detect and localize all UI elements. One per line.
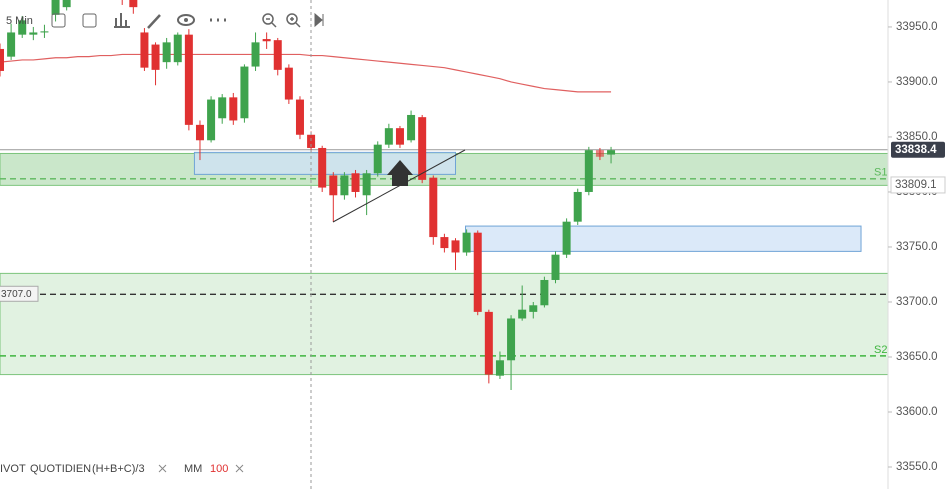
candle-body [529, 305, 538, 312]
axis-bg [889, 0, 949, 489]
y-tick-label: 33900.0 [896, 76, 938, 88]
candle-body [340, 175, 349, 196]
candle-body [262, 39, 271, 42]
candle-body [418, 117, 427, 180]
candle-body [407, 114, 416, 141]
icon-zoom-in[interactable] [286, 13, 298, 25]
candle-body [462, 232, 471, 253]
icon-close[interactable] [158, 464, 167, 473]
candle-body [473, 232, 482, 312]
candle-body [295, 99, 304, 135]
last-price-label: 33838.4 [895, 144, 937, 156]
arrow-up [387, 160, 413, 186]
y-tick-label: 33850.0 [896, 131, 938, 143]
candle-body [184, 34, 193, 125]
indicator-formula: (H+B+C)/3 [92, 463, 145, 475]
interval[interactable]: 5 Min [6, 15, 33, 27]
candle-body [240, 66, 249, 119]
icon-zoom-parts [266, 17, 301, 28]
icon-chart-type[interactable] [114, 13, 130, 28]
candle-body [373, 144, 382, 174]
candle-body [607, 150, 616, 155]
candle-body [151, 44, 160, 70]
candle-body [362, 173, 371, 196]
icon-eye[interactable] [177, 14, 195, 26]
candle-body [384, 128, 393, 145]
candle-body [584, 150, 593, 192]
candle-body [129, 0, 138, 8]
candle-body [440, 237, 449, 249]
candle-body [484, 311, 493, 375]
candle-body [40, 31, 49, 33]
candle-body [207, 99, 216, 141]
candle-body [51, 0, 60, 15]
candle-body [251, 42, 260, 67]
candle-body [573, 191, 582, 222]
candle-body [395, 128, 404, 145]
y-tick-label: 33700.0 [896, 296, 938, 308]
candle-body [351, 173, 360, 192]
candle-body [451, 240, 460, 253]
ma-period: 100 [210, 463, 228, 475]
icon-calc[interactable] [51, 13, 66, 28]
y-tick-label: 33950.0 [896, 21, 938, 33]
candle-body [329, 175, 338, 196]
candle-body [0, 48, 4, 71]
level-label: 3707.0 [1, 289, 32, 300]
icon-eye-pupil [184, 18, 188, 22]
candle-body [495, 360, 504, 376]
close-price-label: 33809.1 [895, 179, 937, 191]
toolbar: 5 Min [6, 12, 324, 29]
candle-body [29, 32, 38, 35]
level-tag [0, 285, 39, 302]
candle-body [229, 97, 238, 121]
candle-body [507, 318, 516, 361]
range-box [465, 225, 862, 252]
candle-body [162, 42, 171, 63]
last-price-tag [891, 141, 945, 158]
y-tick-label: 33650.0 [896, 351, 938, 363]
icon-indicators[interactable] [82, 13, 97, 28]
support-zone [0, 272, 889, 376]
candle-body [140, 32, 149, 68]
candle-body [318, 147, 327, 188]
candle-body [429, 177, 438, 238]
candle-body [195, 124, 204, 141]
candle-body [562, 221, 571, 255]
indicator-name: IVOT [0, 463, 26, 475]
candle-body [551, 254, 560, 280]
icon-zoom-out[interactable] [262, 13, 274, 25]
y-tick-label: 33600.0 [896, 406, 938, 418]
y-tick-label: 33550.0 [896, 461, 938, 473]
icon-close[interactable] [235, 464, 244, 473]
icon-draw[interactable] [147, 14, 161, 29]
icon-end[interactable] [314, 12, 324, 28]
candle-body [307, 134, 316, 148]
close-price-tag [890, 176, 946, 194]
candle-body [18, 20, 27, 35]
candle-body [540, 279, 549, 306]
ma-name: MM [184, 463, 202, 475]
candle-body [595, 150, 604, 157]
moving-average [0, 53, 612, 93]
candle-body [62, 0, 71, 8]
candle-body [7, 32, 16, 57]
candle-body [173, 34, 182, 63]
candle-body [218, 97, 227, 119]
indicator-label: QUOTIDIEN [30, 463, 91, 475]
candle-body [284, 67, 293, 100]
level-label: S2 [874, 344, 887, 356]
level-label: S1 [874, 167, 887, 179]
indicator-legend: IVOT QUOTIDIEN (H+B+C)/3 MM 100 [0, 463, 244, 475]
candle-body [273, 40, 282, 70]
y-tick-label: 33750.0 [896, 241, 938, 253]
candle-body [518, 309, 527, 319]
